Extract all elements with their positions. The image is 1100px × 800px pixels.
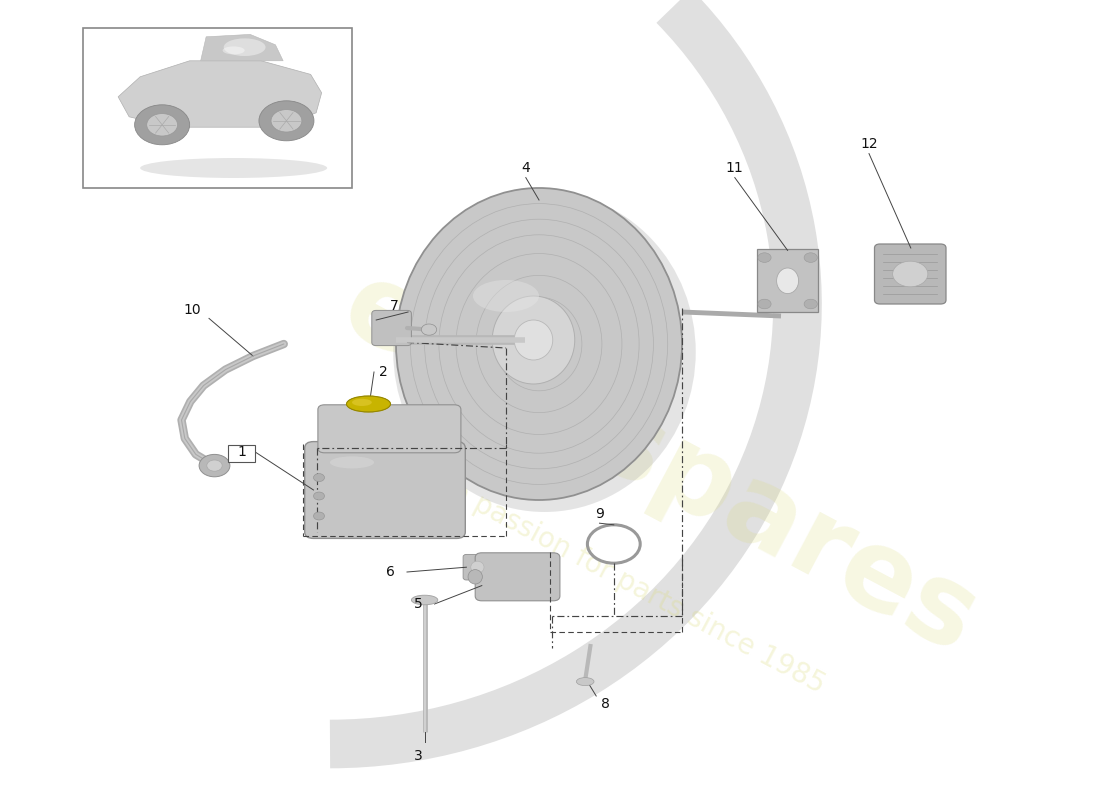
Ellipse shape bbox=[469, 570, 482, 584]
Ellipse shape bbox=[330, 456, 374, 469]
Text: 2: 2 bbox=[379, 365, 388, 379]
Text: a passion for parts since 1985: a passion for parts since 1985 bbox=[447, 477, 829, 699]
Text: 8: 8 bbox=[601, 697, 609, 711]
Text: 6: 6 bbox=[386, 565, 395, 579]
Circle shape bbox=[421, 324, 437, 335]
Text: 4: 4 bbox=[521, 161, 530, 175]
Ellipse shape bbox=[396, 188, 682, 500]
Ellipse shape bbox=[222, 46, 244, 54]
FancyBboxPatch shape bbox=[874, 244, 946, 304]
Ellipse shape bbox=[473, 280, 539, 312]
FancyBboxPatch shape bbox=[318, 405, 461, 453]
Polygon shape bbox=[200, 34, 283, 61]
Circle shape bbox=[758, 253, 771, 262]
Ellipse shape bbox=[515, 320, 552, 360]
Text: 10: 10 bbox=[184, 303, 201, 318]
Circle shape bbox=[134, 105, 189, 145]
Circle shape bbox=[893, 261, 928, 286]
Circle shape bbox=[314, 512, 324, 520]
Text: 12: 12 bbox=[860, 137, 878, 151]
Text: 11: 11 bbox=[726, 161, 744, 175]
FancyBboxPatch shape bbox=[475, 553, 560, 601]
Circle shape bbox=[804, 299, 817, 309]
Text: 9: 9 bbox=[595, 506, 604, 521]
Text: 7: 7 bbox=[389, 298, 398, 313]
Ellipse shape bbox=[471, 562, 484, 573]
Ellipse shape bbox=[346, 396, 390, 412]
FancyBboxPatch shape bbox=[463, 554, 492, 580]
Text: eurospares: eurospares bbox=[324, 252, 996, 676]
Circle shape bbox=[146, 114, 177, 136]
Circle shape bbox=[758, 299, 771, 309]
Circle shape bbox=[314, 474, 324, 482]
Circle shape bbox=[804, 253, 817, 262]
Circle shape bbox=[207, 460, 222, 471]
FancyBboxPatch shape bbox=[372, 310, 411, 346]
Ellipse shape bbox=[777, 268, 799, 294]
Text: 5: 5 bbox=[414, 597, 422, 611]
Ellipse shape bbox=[493, 296, 574, 384]
Circle shape bbox=[271, 110, 301, 132]
Ellipse shape bbox=[576, 678, 594, 686]
Polygon shape bbox=[118, 61, 321, 127]
Circle shape bbox=[258, 101, 314, 141]
Ellipse shape bbox=[223, 38, 265, 56]
Ellipse shape bbox=[411, 595, 438, 605]
Circle shape bbox=[199, 454, 230, 477]
Ellipse shape bbox=[140, 158, 327, 178]
FancyBboxPatch shape bbox=[757, 249, 818, 312]
Text: 3: 3 bbox=[414, 749, 422, 763]
Ellipse shape bbox=[394, 192, 695, 512]
Bar bbox=[82, 28, 352, 188]
Ellipse shape bbox=[352, 398, 372, 406]
Circle shape bbox=[314, 492, 324, 500]
Bar bbox=[228, 445, 255, 462]
FancyBboxPatch shape bbox=[305, 442, 465, 538]
Text: 1: 1 bbox=[238, 445, 246, 459]
